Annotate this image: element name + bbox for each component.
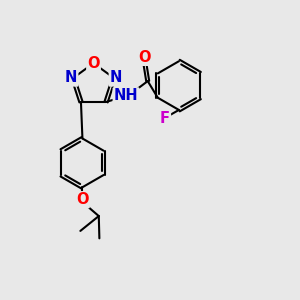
Text: O: O	[76, 192, 89, 207]
Text: N: N	[65, 70, 77, 86]
Text: O: O	[138, 50, 150, 65]
Text: NH: NH	[114, 88, 138, 104]
Text: N: N	[110, 70, 122, 86]
Text: F: F	[160, 111, 170, 126]
Text: O: O	[87, 56, 100, 71]
